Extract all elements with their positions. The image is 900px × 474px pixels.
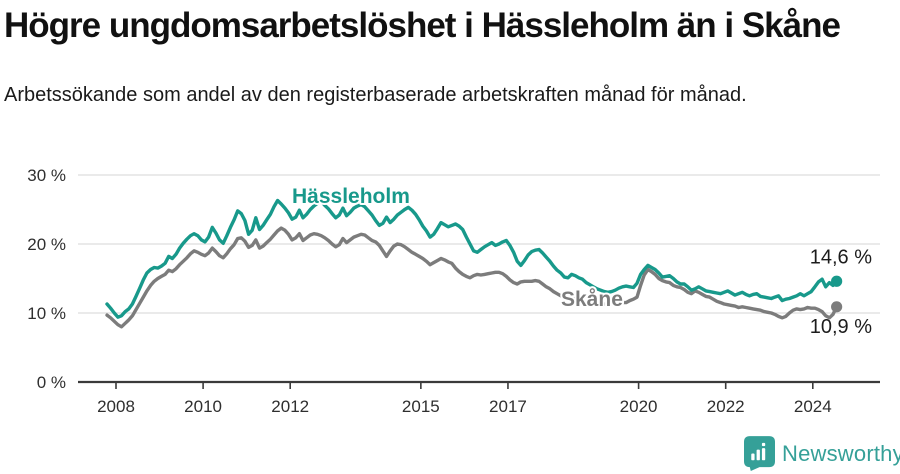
newsworthy-logo-icon — [744, 436, 775, 471]
x-tick-label: 2010 — [184, 397, 222, 416]
y-tick-label: 30 % — [27, 166, 66, 185]
y-tick-label: 10 % — [27, 304, 66, 323]
end-value-label-hässleholm: 14,6 % — [810, 246, 872, 268]
series-label-skåne: Skåne — [561, 288, 623, 311]
y-axis-labels: 0 % 10 % 20 % 30 % — [27, 166, 66, 392]
series-inline-labels: Skåne Hässleholm — [290, 183, 625, 313]
series-end-dots — [831, 275, 843, 313]
gridlines — [78, 174, 880, 384]
y-tick-label: 0 % — [37, 373, 66, 392]
brand-name: Newsworthy — [782, 440, 900, 466]
footer-branding: Newsworthy — [744, 436, 900, 471]
y-tick-label: 20 % — [27, 235, 66, 254]
page-title: Högre ungdomsarbetslöshet i Hässleholm ä… — [4, 6, 841, 45]
end-value-label-skåne: 10,9 % — [810, 316, 872, 338]
series-label-hässleholm: Hässleholm — [292, 185, 410, 208]
chart-subtitle: Arbetssökande som andel av den registerb… — [4, 84, 747, 106]
x-tick-label: 2008 — [97, 397, 135, 416]
unemployment-line-chart: 0 % 10 % 20 % 30 % 2008 2010 2012 2015 2017 2020… — [0, 148, 900, 440]
end-dot-skåne — [831, 301, 843, 313]
x-tick-label: 2022 — [707, 397, 745, 416]
series-lines — [105, 198, 839, 329]
chart-canvas: 0 % 10 % 20 % 30 % 2008 2010 2012 2015 2017 2020… — [27, 166, 880, 416]
x-tick-label: 2015 — [402, 397, 440, 416]
series-line-hässleholm — [105, 198, 839, 319]
x-tick-label: 2017 — [489, 397, 527, 416]
end-dot-hässleholm — [831, 275, 843, 287]
x-tick-label: 2024 — [794, 397, 832, 416]
x-axis-labels: 2008 2010 2012 2015 2017 2020 2022 2024 — [97, 397, 832, 416]
end-value-labels: 10,9 % 14,6 % — [810, 246, 872, 338]
series-line-skåne — [105, 226, 839, 329]
x-axis-ticks — [115, 382, 814, 389]
x-tick-label: 2020 — [620, 397, 658, 416]
x-tick-label: 2012 — [271, 397, 309, 416]
